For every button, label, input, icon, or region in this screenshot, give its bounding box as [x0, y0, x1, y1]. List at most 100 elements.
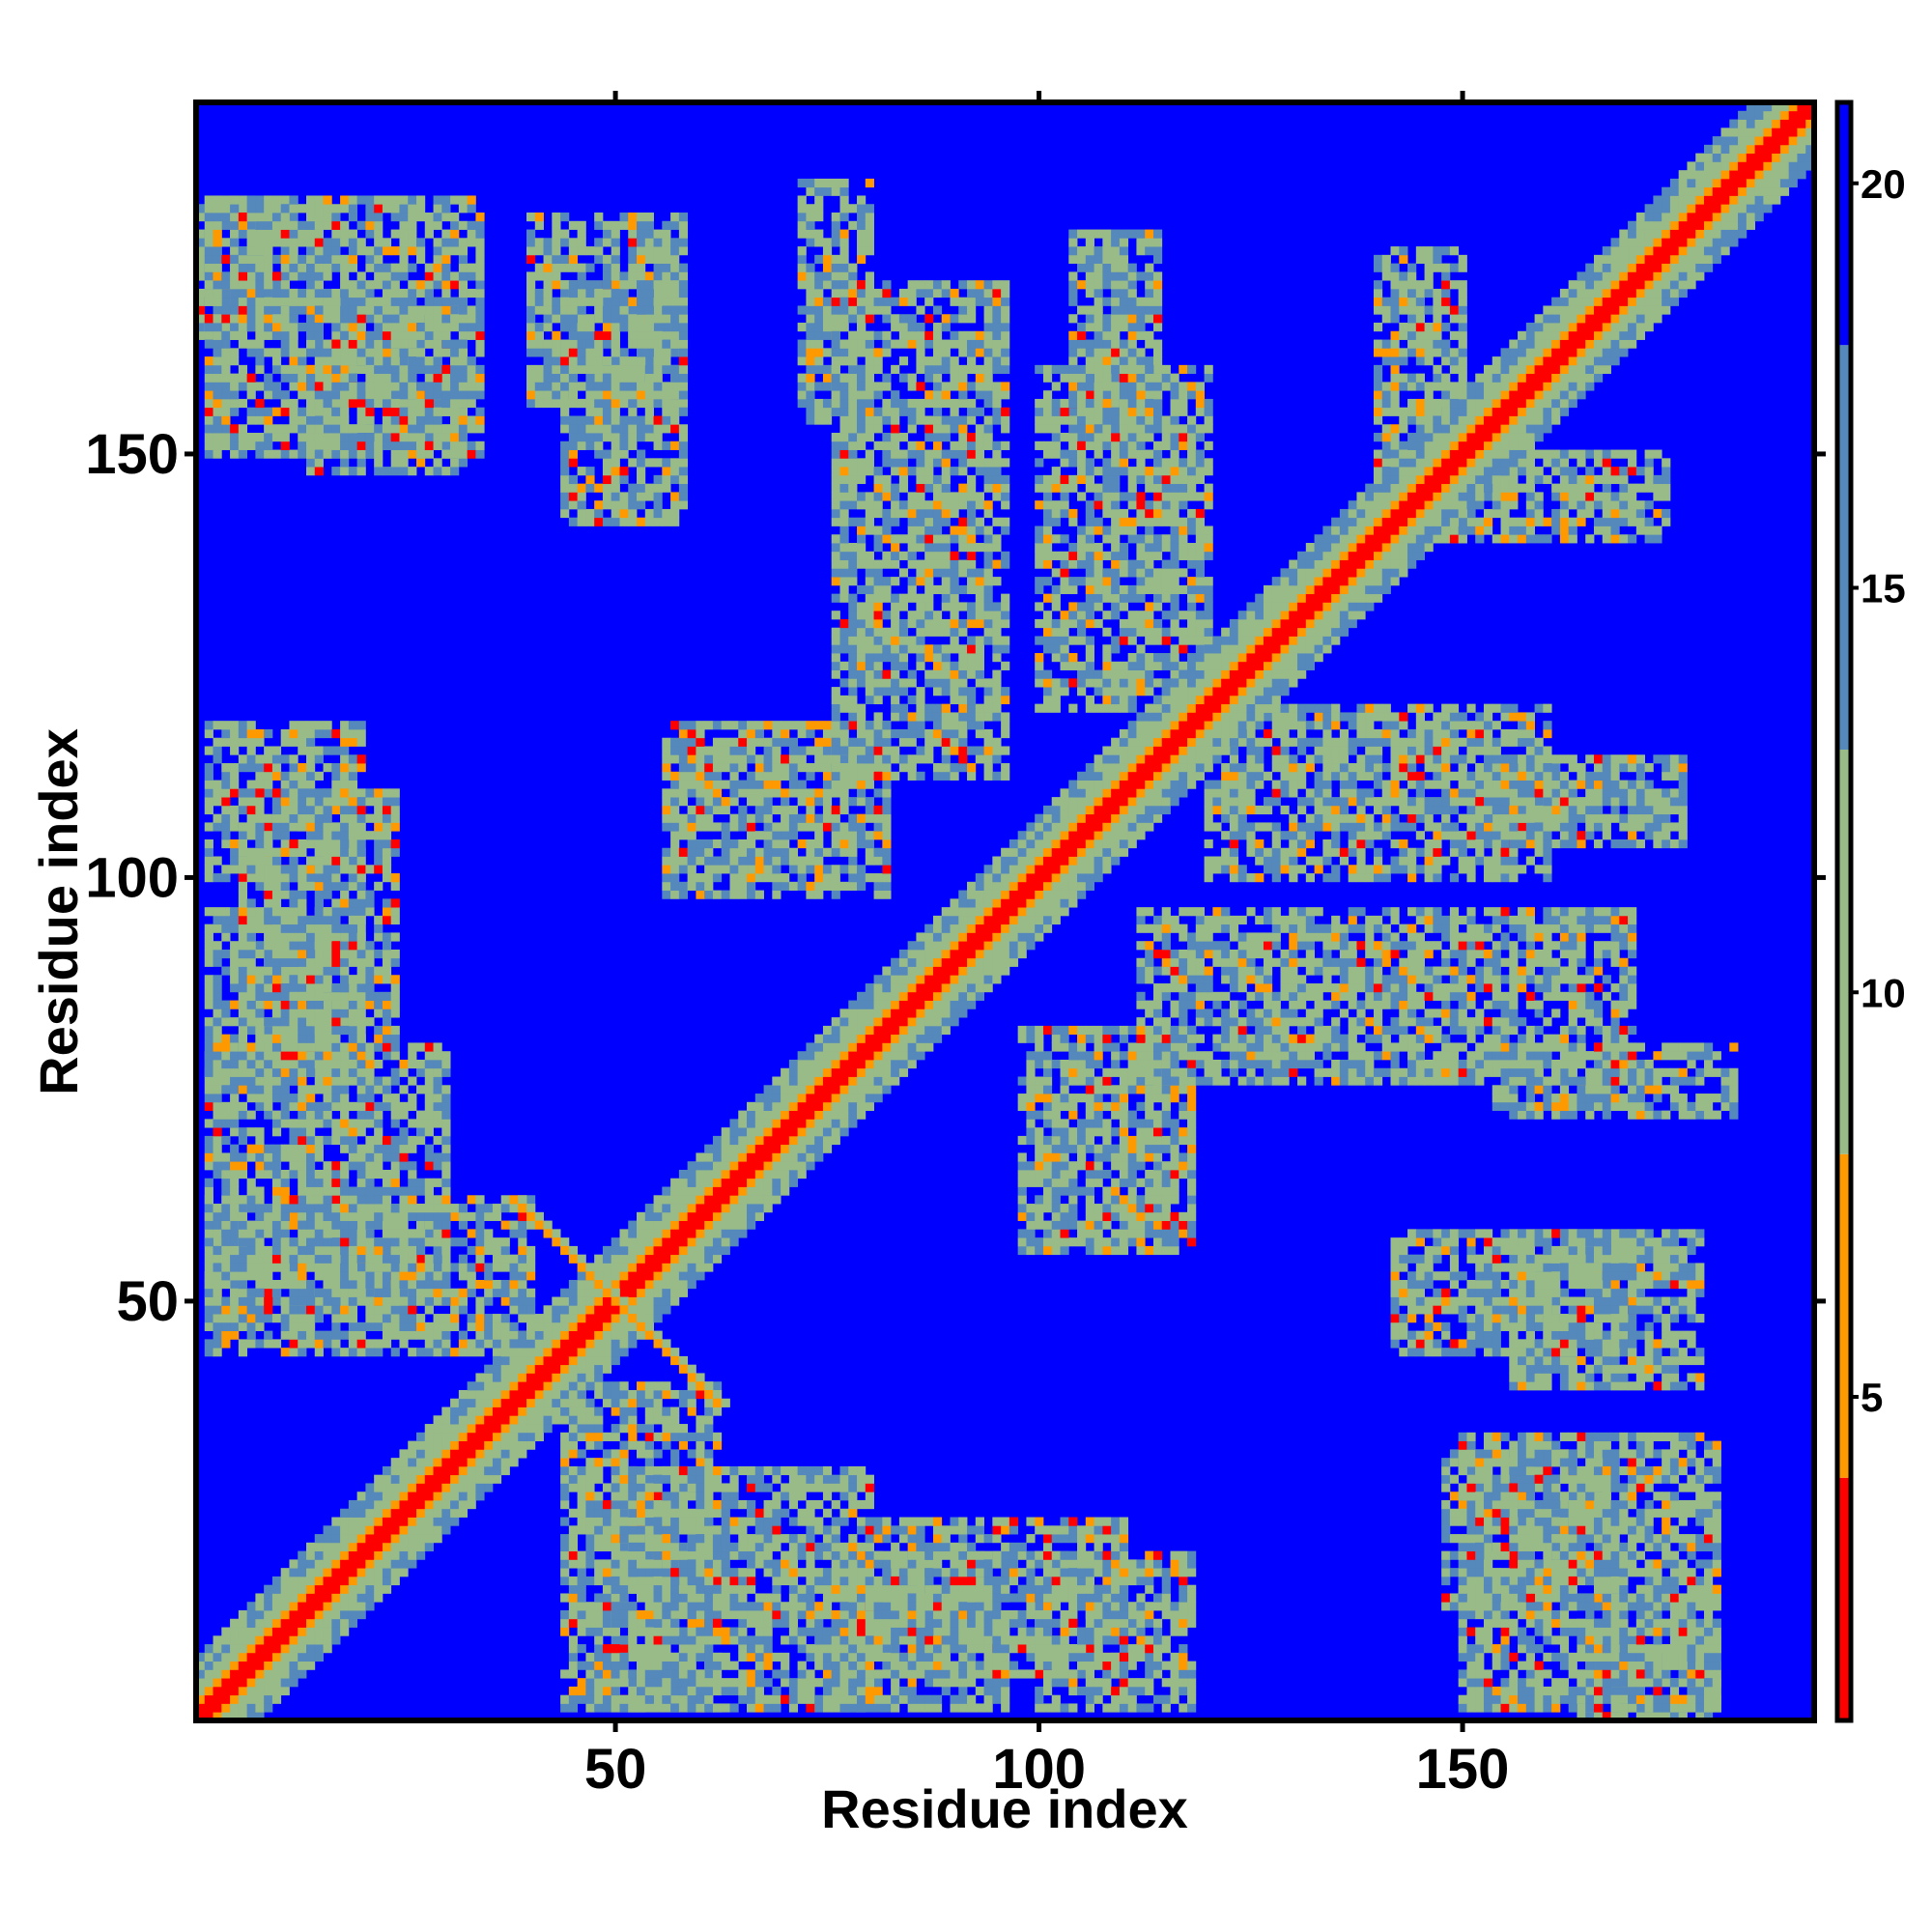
heatmap-cell: [1060, 1059, 1069, 1069]
heatmap-cell: [1051, 636, 1061, 645]
heatmap-cell: [348, 754, 358, 764]
heatmap-cell: [1577, 805, 1586, 815]
heatmap-cell: [306, 771, 316, 781]
heatmap-cell: [1187, 636, 1197, 645]
heatmap-cell: [1585, 508, 1595, 519]
heatmap-cell: [1610, 1085, 1620, 1094]
heatmap-cell: [1669, 1085, 1680, 1094]
heatmap-cell: [1035, 1169, 1044, 1179]
heatmap-cell: [662, 797, 671, 807]
heatmap-cell: [788, 856, 799, 866]
heatmap-cell: [1161, 1178, 1171, 1187]
heatmap-cell: [1094, 1051, 1103, 1061]
heatmap-cell: [1280, 771, 1290, 781]
heatmap-cell: [1094, 1694, 1103, 1704]
heatmap-cell: [1187, 602, 1197, 611]
heatmap-cell: [1458, 382, 1467, 391]
heatmap-cell: [1534, 500, 1544, 510]
heatmap-cell: [1635, 805, 1646, 815]
heatmap-cell: [1136, 1593, 1146, 1603]
heatmap-cell: [1119, 271, 1129, 281]
heatmap-cell: [1111, 1195, 1121, 1205]
heatmap-cell: [348, 390, 358, 400]
heatmap-cell: [1187, 1051, 1197, 1061]
heatmap-cell: [882, 890, 892, 899]
heatmap-cell: [1534, 1593, 1544, 1603]
heatmap-cell: [1644, 1321, 1654, 1331]
heatmap-cell: [696, 890, 705, 899]
heatmap-cell: [1179, 636, 1188, 645]
heatmap-cell: [1179, 1678, 1188, 1688]
heatmap-cell: [628, 305, 638, 315]
heatmap-cell: [1415, 373, 1425, 383]
heatmap-cell: [687, 728, 696, 739]
heatmap-cell: [611, 280, 620, 290]
heatmap-cell: [1289, 788, 1298, 798]
heatmap-cell: [340, 780, 350, 789]
heatmap-cell: [1179, 1703, 1188, 1713]
heatmap-cell: [1094, 373, 1103, 383]
heatmap-cell: [822, 382, 833, 391]
heatmap-cell: [1509, 1381, 1519, 1391]
heatmap-cell: [348, 771, 358, 781]
heatmap-cell: [399, 364, 409, 375]
heatmap-cell: [552, 213, 561, 222]
heatmap-cell: [1610, 534, 1620, 544]
heatmap-cell: [806, 407, 815, 416]
heatmap-cell: [797, 220, 807, 230]
heatmap-cell: [797, 254, 807, 265]
heatmap-cell: [662, 771, 671, 781]
heatmap-cell: [1662, 1279, 1671, 1290]
heatmap-cell: [1662, 822, 1671, 832]
heatmap-cell: [857, 822, 867, 832]
heatmap-cell: [1102, 687, 1112, 696]
heatmap-cell: [772, 865, 781, 874]
heatmap-cell: [1602, 458, 1611, 468]
heatmap-cell: [1289, 754, 1298, 764]
heatmap-cell: [1449, 390, 1460, 400]
heatmap-cell: [1669, 1355, 1680, 1366]
heatmap-cell: [1305, 754, 1315, 764]
heatmap-cell: [1593, 805, 1604, 815]
heatmap-cell: [526, 323, 536, 332]
heatmap-cell: [687, 831, 696, 840]
heatmap-cell: [797, 763, 807, 773]
heatmap-cell: [882, 788, 892, 798]
heatmap-cell: [1518, 1492, 1527, 1501]
heatmap-cell: [1152, 1652, 1163, 1662]
heatmap-cell: [196, 323, 206, 332]
heatmap-cell: [1602, 1373, 1611, 1382]
heatmap-cell: [1492, 534, 1501, 544]
heatmap-cell: [1060, 1025, 1069, 1036]
heatmap-cell: [1687, 1339, 1696, 1349]
heatmap-cell: [543, 263, 553, 272]
heatmap-cell: [1653, 1652, 1662, 1662]
heatmap-cell: [696, 754, 705, 764]
heatmap-cell: [772, 822, 781, 832]
heatmap-cell: [1593, 1355, 1604, 1366]
heatmap-cell: [1077, 1034, 1087, 1043]
heatmap-cell: [628, 263, 638, 272]
heatmap-cell: [1635, 754, 1646, 764]
heatmap-cell: [1678, 831, 1688, 840]
heatmap-cell: [1509, 1085, 1519, 1094]
heatmap-cell: [788, 813, 799, 823]
heatmap-cell: [1687, 1059, 1696, 1069]
heatmap-cell: [1518, 483, 1527, 493]
heatmap-cell: [1127, 1110, 1137, 1120]
heatmap-cell: [1170, 1178, 1179, 1187]
heatmap-cell: [1577, 458, 1586, 468]
heatmap-cell: [729, 813, 739, 823]
heatmap-cell: [1585, 1534, 1595, 1544]
heatmap-cell: [1635, 1042, 1646, 1052]
heatmap-cell: [839, 254, 849, 265]
heatmap-cell: [1136, 661, 1146, 670]
heatmap-cell: [1669, 805, 1680, 815]
heatmap-cell: [1187, 1661, 1197, 1670]
heatmap-cell: [1534, 449, 1544, 459]
heatmap-cell: [814, 737, 824, 747]
heatmap-cell: [1017, 1186, 1027, 1196]
heatmap-cell: [1525, 1067, 1535, 1077]
heatmap-cell: [1593, 1085, 1604, 1094]
heatmap-cell: [1441, 382, 1451, 391]
